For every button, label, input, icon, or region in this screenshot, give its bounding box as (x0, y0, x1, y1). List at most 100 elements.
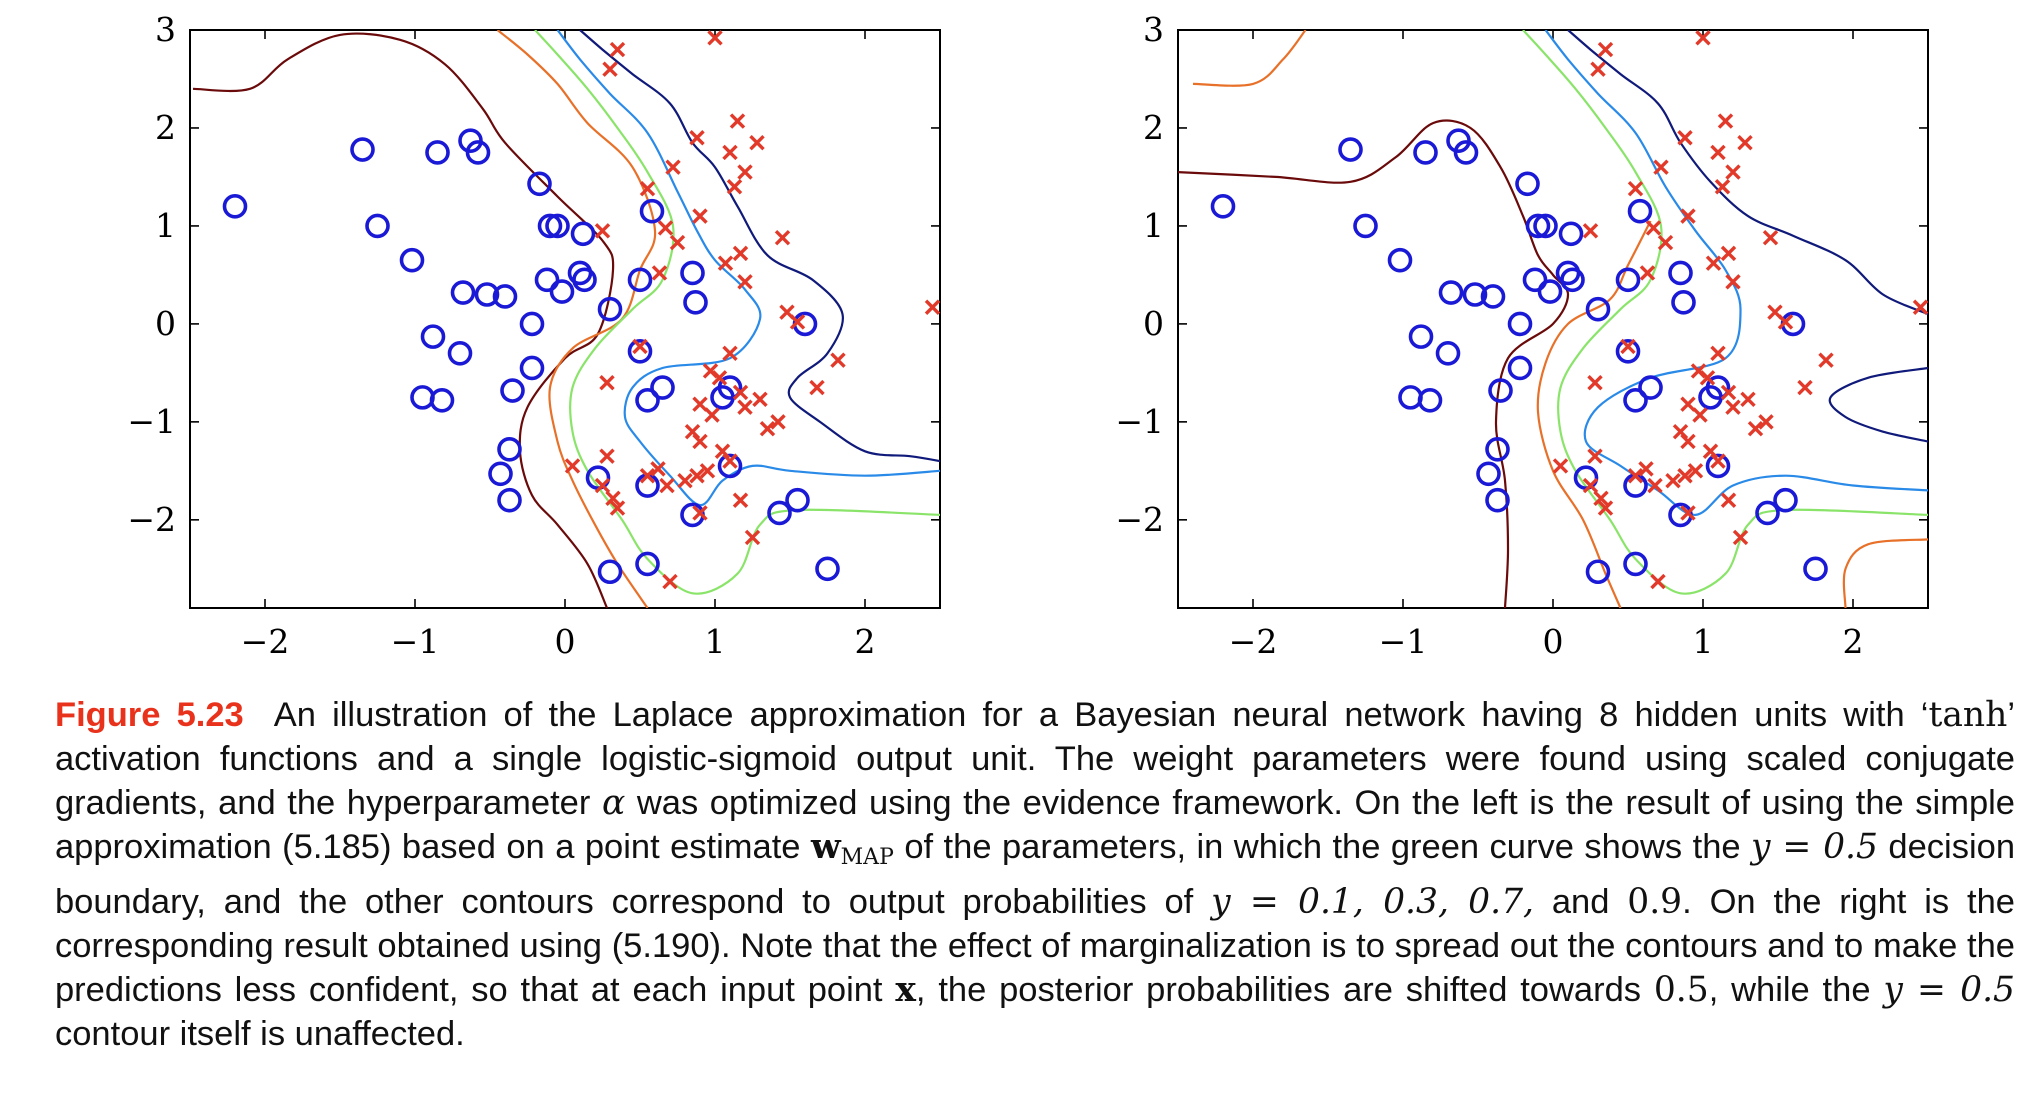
class-cross-point (1725, 399, 1741, 415)
cross-stroke (737, 164, 753, 180)
cross-stroke (689, 130, 705, 146)
contour-p0-3 (1192, 30, 1307, 87)
class-circle-point (1525, 213, 1551, 239)
class-cross-point (759, 421, 776, 437)
class-circle-point (1803, 556, 1828, 582)
class-circle-point (519, 355, 545, 381)
class-circle-point (1560, 267, 1585, 293)
class-circle-point (1615, 267, 1641, 293)
class-circle-point (410, 385, 435, 410)
class-cross-point (737, 274, 753, 290)
cross-stroke (609, 500, 626, 516)
cross-stroke (677, 472, 693, 489)
class-circle-point (1522, 267, 1548, 293)
y-tick-label: −1 (1115, 402, 1164, 441)
contour-p0-3 (1536, 220, 1652, 608)
class-cross-point (657, 220, 674, 236)
y-tick-label: 0 (1143, 304, 1164, 343)
cross-stroke (564, 458, 581, 474)
class-cross-point (749, 134, 765, 151)
class-cross-point (692, 396, 708, 412)
class-cross-point (744, 529, 761, 546)
class-circle-point (420, 324, 446, 349)
class-circle-point (545, 213, 570, 239)
class-circle-point (683, 290, 708, 315)
cross-stroke (1582, 477, 1599, 494)
class-cross-point (1638, 461, 1654, 477)
class-circle-point (627, 339, 653, 364)
cross-stroke (599, 448, 615, 464)
cross-stroke (650, 461, 666, 477)
class-cross-point (789, 314, 806, 330)
class-circle-point (1417, 388, 1443, 413)
cross-stroke (789, 314, 806, 330)
cross-stroke (702, 363, 719, 379)
plot-area (192, 30, 940, 608)
cross-stroke (1714, 179, 1731, 195)
cross-stroke (711, 370, 728, 386)
class-cross-point (1762, 229, 1779, 246)
contour-p0-9 (579, 30, 940, 463)
class-cross-point (692, 433, 708, 450)
class-cross-point (1717, 113, 1734, 129)
cross-stroke (1710, 144, 1726, 161)
cross-stroke (1687, 463, 1704, 479)
class-circle-point (1210, 194, 1236, 219)
cross-stroke (722, 453, 738, 469)
cross-stroke (732, 492, 749, 508)
cross-stroke (732, 245, 749, 262)
class-cross-point (1587, 374, 1603, 391)
y-equals-0-5: y = 0.5 (1751, 827, 1878, 867)
class-circle-point (1623, 388, 1648, 413)
cross-stroke (732, 384, 749, 401)
class-circle-point (1507, 311, 1533, 337)
x-tick-label: 1 (1693, 622, 1714, 660)
class-cross-point (1597, 500, 1614, 516)
class-circle-point (549, 279, 575, 304)
class-cross-point (1710, 453, 1726, 469)
class-cross-point (774, 229, 791, 246)
y-equals-0-5-second: y = 0.5 (1883, 970, 2015, 1010)
class-circle-point (1671, 290, 1696, 315)
class-circle-point (1480, 284, 1506, 309)
cross-stroke (1912, 299, 1928, 315)
x-symbol: x (895, 970, 916, 1010)
cross-stroke (704, 407, 720, 423)
cross-stroke (1767, 304, 1783, 320)
y-tick-label: −1 (127, 402, 176, 441)
class-circle-point (519, 311, 545, 337)
cross-stroke (1593, 490, 1609, 506)
y-tick-label: −2 (127, 500, 176, 539)
class-circle-point (1387, 247, 1413, 273)
class-cross-point (1627, 181, 1644, 197)
cross-stroke (639, 468, 656, 484)
y-tick-label: 2 (1143, 108, 1164, 147)
class-circle-point (429, 388, 455, 413)
figure-panels: −2 −1 0 1 2 3 2 1 0 −1 −2 −2 −1 0 1 2 3 2 1 0 −1 −2 (127, 10, 1929, 660)
class-cross-point (651, 265, 668, 281)
class-circle-point (767, 500, 792, 526)
cross-stroke (1717, 113, 1734, 129)
class-cross-point (1714, 179, 1731, 195)
tanh-term: tanh (1928, 695, 2008, 735)
cross-stroke (689, 468, 705, 484)
contour-p0-7 (1544, 30, 1928, 517)
class-cross-point (732, 384, 749, 401)
y-probability-list: y = 0.1, 0.3, 0.7, (1211, 882, 1534, 922)
class-circle-point (1338, 137, 1363, 162)
class-circle-point (1623, 551, 1648, 577)
class-cross-point (1797, 379, 1813, 396)
class-cross-point (1587, 448, 1603, 464)
plot-frame (189, 29, 941, 609)
class-cross-point (665, 159, 681, 175)
cross-stroke (1762, 229, 1779, 246)
cross-stroke (1758, 414, 1774, 430)
cross-stroke (1620, 338, 1636, 355)
cross-stroke (759, 421, 776, 437)
class-cross-point (1695, 30, 1711, 46)
contour-p0-5 (1522, 30, 1928, 595)
class-cross-point (1552, 458, 1569, 474)
class-cross-point (1680, 505, 1696, 521)
class-cross-point (1699, 370, 1716, 386)
class-cross-point (1740, 391, 1756, 408)
